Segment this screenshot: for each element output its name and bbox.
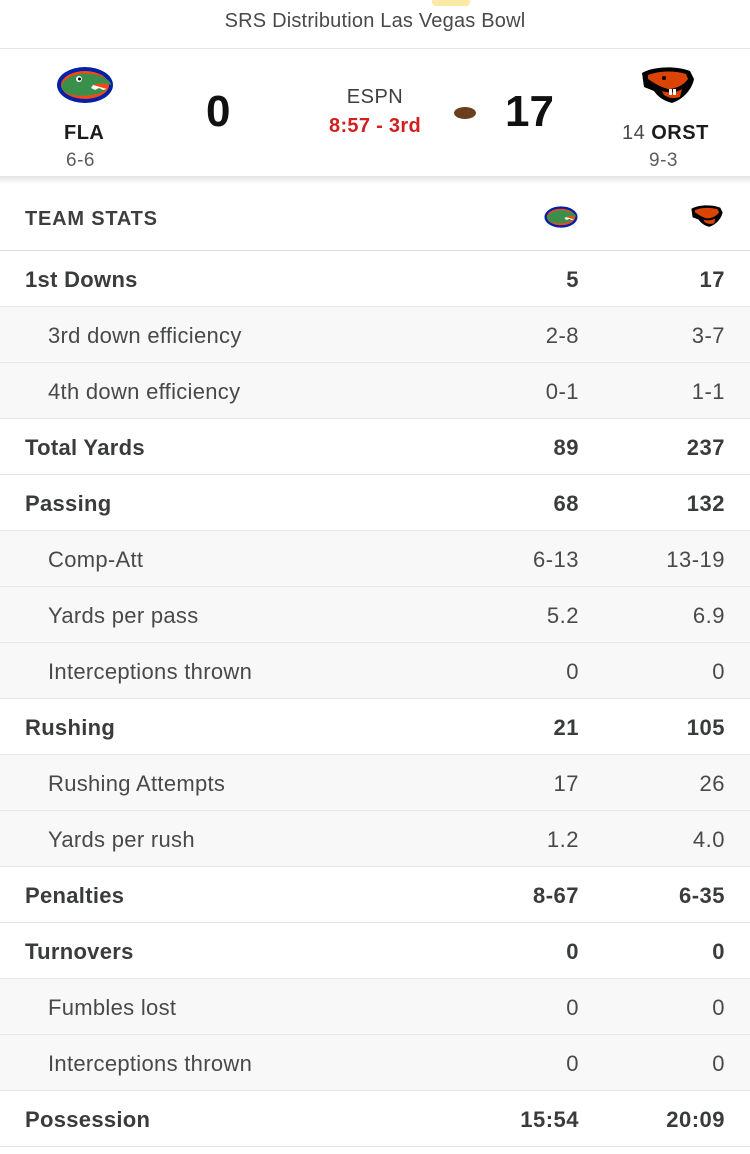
team-stats-title: TEAM STATS bbox=[25, 208, 158, 230]
stat-row: Yards per rush 1.2 4.0 bbox=[0, 811, 750, 867]
stat-row: Rushing 21 105 bbox=[0, 699, 750, 755]
stat-label: 4th down efficiency bbox=[48, 379, 241, 404]
stat-label: Turnovers bbox=[25, 939, 134, 964]
stat-away-value: 0 bbox=[566, 659, 579, 684]
stat-row: 3rd down efficiency 2-8 3-7 bbox=[0, 307, 750, 363]
stat-label: Passing bbox=[25, 491, 112, 516]
stat-row: Interceptions thrown 0 0 bbox=[0, 643, 750, 699]
stat-home-value: 237 bbox=[686, 435, 725, 460]
stat-row: Passing 68 132 bbox=[0, 475, 750, 531]
football-possession-icon bbox=[454, 107, 476, 119]
stat-label: Interceptions thrown bbox=[48, 659, 253, 684]
stat-row: 4th down efficiency 0-1 1-1 bbox=[0, 363, 750, 419]
stat-home-value: 0 bbox=[712, 939, 725, 964]
stat-home-value: 26 bbox=[699, 771, 725, 796]
stat-row: Interceptions thrown 0 0 bbox=[0, 1035, 750, 1091]
stat-away-value: 68 bbox=[553, 491, 579, 516]
stat-label: Fumbles lost bbox=[48, 995, 177, 1020]
stat-row: Penalties 8-67 6-35 bbox=[0, 867, 750, 923]
stat-home-value: 105 bbox=[686, 715, 725, 740]
stat-home-value: 0 bbox=[712, 659, 725, 684]
oregon-state-beaver-logo[interactable] bbox=[638, 65, 698, 105]
stat-home-value: 13-19 bbox=[666, 547, 725, 572]
stat-away-value: 0 bbox=[566, 939, 579, 964]
florida-gator-logo[interactable] bbox=[55, 63, 115, 107]
home-team-score: 17 bbox=[505, 87, 554, 136]
top-tab-indicator bbox=[432, 0, 470, 6]
stat-label: 1st Downs bbox=[25, 267, 138, 292]
stat-home-value: 4.0 bbox=[692, 827, 725, 852]
home-team-abbr: ORST bbox=[651, 122, 709, 144]
stat-away-value: 6-13 bbox=[532, 547, 579, 572]
stat-home-value: 6-35 bbox=[678, 883, 725, 908]
away-team-record: 6-6 bbox=[66, 150, 95, 171]
stat-home-value: 17 bbox=[699, 267, 725, 292]
stat-away-value: 17 bbox=[553, 771, 579, 796]
stat-away-value: 15:54 bbox=[520, 1107, 579, 1132]
stat-row: 1st Downs 5 17 bbox=[0, 251, 750, 307]
bowl-title: SRS Distribution Las Vegas Bowl bbox=[224, 10, 526, 32]
stat-row: Comp-Att 6-13 13-19 bbox=[0, 531, 750, 587]
stat-away-value: 0-1 bbox=[545, 379, 579, 404]
stat-row: Total Yards 89 237 bbox=[0, 419, 750, 475]
home-team-record: 9-3 bbox=[649, 150, 678, 171]
team-stats-table: 1st Downs 5 17 3rd down efficiency 2-8 3-7 4th… bbox=[0, 251, 750, 1147]
stat-label: Rushing bbox=[25, 715, 116, 740]
stat-row: Turnovers 0 0 bbox=[0, 923, 750, 979]
stat-home-value: 0 bbox=[712, 995, 725, 1020]
stat-away-value: 0 bbox=[566, 995, 579, 1020]
stat-row: Rushing Attempts 17 26 bbox=[0, 755, 750, 811]
stat-home-value: 132 bbox=[686, 491, 725, 516]
stat-label: Comp-Att bbox=[48, 547, 144, 572]
stat-label: Rushing Attempts bbox=[48, 771, 226, 796]
stat-row: Yards per pass 5.2 6.9 bbox=[0, 587, 750, 643]
stat-away-value: 21 bbox=[553, 715, 579, 740]
game-clock: 8:57 - 3rd bbox=[329, 115, 421, 137]
stat-away-value: 5.2 bbox=[546, 603, 579, 628]
stat-away-value: 0 bbox=[566, 1051, 579, 1076]
stat-label: Yards per pass bbox=[48, 603, 199, 628]
team-stats-header: TEAM STATS bbox=[0, 187, 750, 251]
stat-label: Possession bbox=[25, 1107, 151, 1132]
scoreboard: FLA 6-6 0 ESPN 8:57 - 3rd 17 14 ORST 9-3 bbox=[0, 48, 750, 177]
away-team-score: 0 bbox=[206, 87, 231, 136]
stat-away-value: 8-67 bbox=[532, 883, 579, 908]
florida-gator-icon bbox=[544, 206, 578, 228]
scoreboard-shadow bbox=[0, 176, 750, 184]
stat-away-value: 1.2 bbox=[546, 827, 579, 852]
stat-label: 3rd down efficiency bbox=[48, 323, 242, 348]
home-team-name[interactable]: 14 ORST bbox=[622, 122, 709, 145]
stat-home-value: 20:09 bbox=[666, 1107, 725, 1132]
stat-label: Total Yards bbox=[25, 435, 145, 460]
stat-row: Possession 15:54 20:09 bbox=[0, 1091, 750, 1147]
tv-network: ESPN bbox=[346, 86, 404, 108]
stat-home-value: 0 bbox=[712, 1051, 725, 1076]
stat-home-value: 1-1 bbox=[691, 379, 725, 404]
stat-away-value: 2-8 bbox=[545, 323, 579, 348]
stat-row: Fumbles lost 0 0 bbox=[0, 979, 750, 1035]
stat-label: Yards per rush bbox=[48, 827, 195, 852]
stat-label: Interceptions thrown bbox=[48, 1051, 253, 1076]
stat-home-value: 6.9 bbox=[692, 603, 725, 628]
stat-home-value: 3-7 bbox=[691, 323, 725, 348]
stat-label: Penalties bbox=[25, 883, 125, 908]
home-team-rank: 14 bbox=[622, 122, 646, 144]
stat-away-value: 89 bbox=[553, 435, 579, 460]
stat-away-value: 5 bbox=[566, 267, 579, 292]
away-team-abbr[interactable]: FLA bbox=[64, 122, 105, 144]
oregon-state-beaver-icon bbox=[691, 205, 723, 227]
